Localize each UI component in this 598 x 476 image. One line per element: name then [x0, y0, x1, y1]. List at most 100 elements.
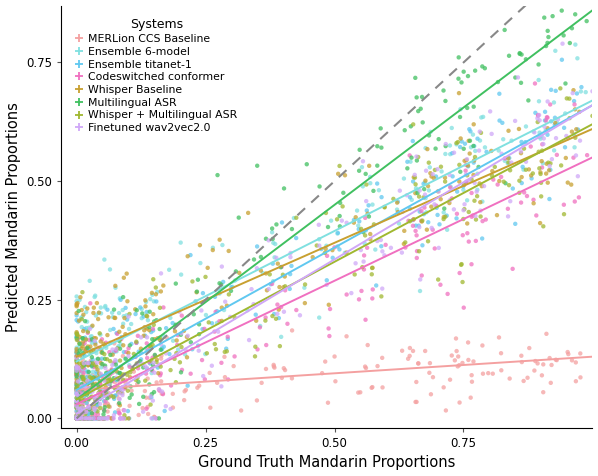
Point [103, 413, 113, 421]
Point [84, 385, 93, 392]
Point [487, 130, 496, 138]
Point [114, 389, 124, 397]
Point [74, 317, 84, 325]
Point [99, 350, 109, 358]
Point [133, 374, 142, 382]
Point [109, 411, 118, 419]
Point [261, 341, 271, 349]
Point [432, 204, 441, 212]
Point [365, 173, 375, 181]
Point [153, 364, 163, 371]
Point [335, 212, 344, 220]
Point [106, 351, 115, 359]
Point [283, 320, 292, 327]
Point [452, 188, 462, 196]
Point [406, 122, 416, 130]
Point [329, 244, 339, 251]
Point [136, 345, 146, 352]
Point [551, 119, 560, 127]
Point [476, 213, 486, 220]
Point [135, 357, 145, 365]
Point [131, 376, 141, 384]
Point [550, 147, 559, 154]
Point [72, 397, 81, 405]
Point [142, 308, 151, 316]
Point [267, 228, 277, 236]
Point [93, 376, 103, 383]
Point [495, 117, 504, 124]
Point [97, 349, 106, 357]
Point [110, 408, 120, 416]
Point [315, 183, 324, 190]
Point [369, 220, 379, 228]
Point [536, 193, 546, 200]
Point [118, 389, 127, 397]
Point [120, 314, 129, 322]
Point [93, 399, 102, 407]
Point [87, 363, 97, 371]
Point [176, 368, 186, 376]
Point [208, 319, 217, 327]
Point [530, 109, 540, 117]
Point [100, 390, 110, 398]
Point [182, 333, 191, 341]
Point [72, 412, 81, 420]
Point [193, 384, 202, 392]
Point [90, 341, 100, 348]
Point [145, 323, 154, 331]
Point [521, 56, 530, 63]
Point [77, 387, 87, 394]
Point [434, 188, 444, 195]
Point [291, 234, 301, 242]
Point [315, 236, 324, 243]
Point [563, 134, 573, 142]
Point [473, 135, 483, 142]
Point [72, 402, 81, 410]
Point [72, 404, 81, 411]
Point [78, 375, 88, 383]
Point [364, 201, 373, 209]
Point [179, 327, 189, 335]
Point [72, 407, 81, 415]
Point [318, 369, 327, 377]
Point [166, 367, 175, 374]
Point [72, 347, 81, 354]
Point [121, 355, 130, 362]
Point [562, 132, 571, 140]
Point [466, 143, 476, 151]
Point [95, 388, 105, 396]
Point [133, 332, 143, 340]
Point [415, 208, 425, 216]
Point [106, 370, 115, 378]
Point [124, 313, 133, 320]
Point [90, 361, 100, 369]
Point [274, 314, 283, 322]
Point [159, 332, 169, 340]
Point [333, 229, 343, 237]
Point [81, 346, 90, 353]
Point [158, 304, 168, 311]
Point [331, 377, 340, 385]
Point [540, 117, 550, 124]
Point [361, 363, 370, 370]
Point [418, 119, 428, 126]
Point [112, 347, 121, 355]
Point [72, 411, 81, 419]
Point [83, 318, 92, 326]
Point [471, 67, 480, 74]
Point [376, 236, 386, 244]
Point [501, 179, 510, 187]
Point [358, 182, 368, 190]
Point [102, 371, 111, 378]
Point [80, 415, 90, 422]
Point [455, 143, 465, 151]
Point [79, 371, 89, 378]
Point [116, 388, 126, 396]
Point [102, 390, 112, 398]
Point [118, 391, 127, 399]
Point [86, 415, 95, 422]
Point [81, 410, 90, 418]
Point [256, 267, 266, 275]
Point [148, 276, 158, 283]
Point [469, 197, 479, 205]
